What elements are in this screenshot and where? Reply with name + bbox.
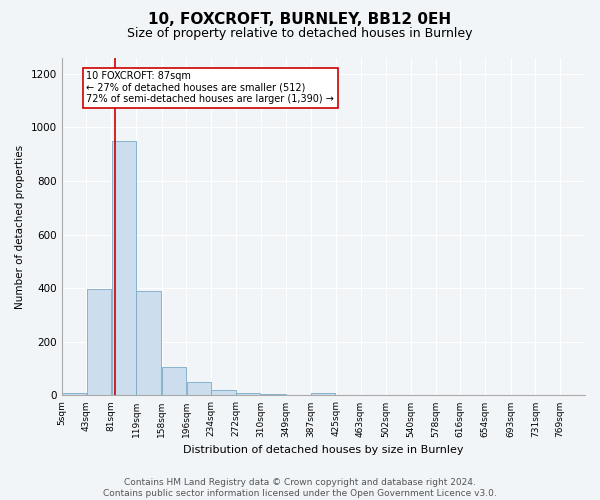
Bar [136, 291, 161, 396]
Y-axis label: Number of detached properties: Number of detached properties [15, 144, 25, 308]
Bar [112, 140, 136, 396]
Bar [261, 394, 286, 396]
Text: Size of property relative to detached houses in Burnley: Size of property relative to detached ho… [127, 28, 473, 40]
X-axis label: Distribution of detached houses by size in Burnley: Distribution of detached houses by size … [183, 445, 464, 455]
Bar [236, 392, 260, 396]
Bar [162, 368, 186, 396]
Bar [211, 390, 236, 396]
Bar [311, 392, 335, 396]
Bar [187, 382, 211, 396]
Text: 10, FOXCROFT, BURNLEY, BB12 0EH: 10, FOXCROFT, BURNLEY, BB12 0EH [148, 12, 452, 28]
Text: Contains HM Land Registry data © Crown copyright and database right 2024.
Contai: Contains HM Land Registry data © Crown c… [103, 478, 497, 498]
Text: 10 FOXCROFT: 87sqm
← 27% of detached houses are smaller (512)
72% of semi-detach: 10 FOXCROFT: 87sqm ← 27% of detached hou… [86, 71, 334, 104]
Bar [87, 290, 111, 396]
Bar [336, 395, 360, 396]
Bar [286, 395, 311, 396]
Bar [62, 392, 86, 396]
